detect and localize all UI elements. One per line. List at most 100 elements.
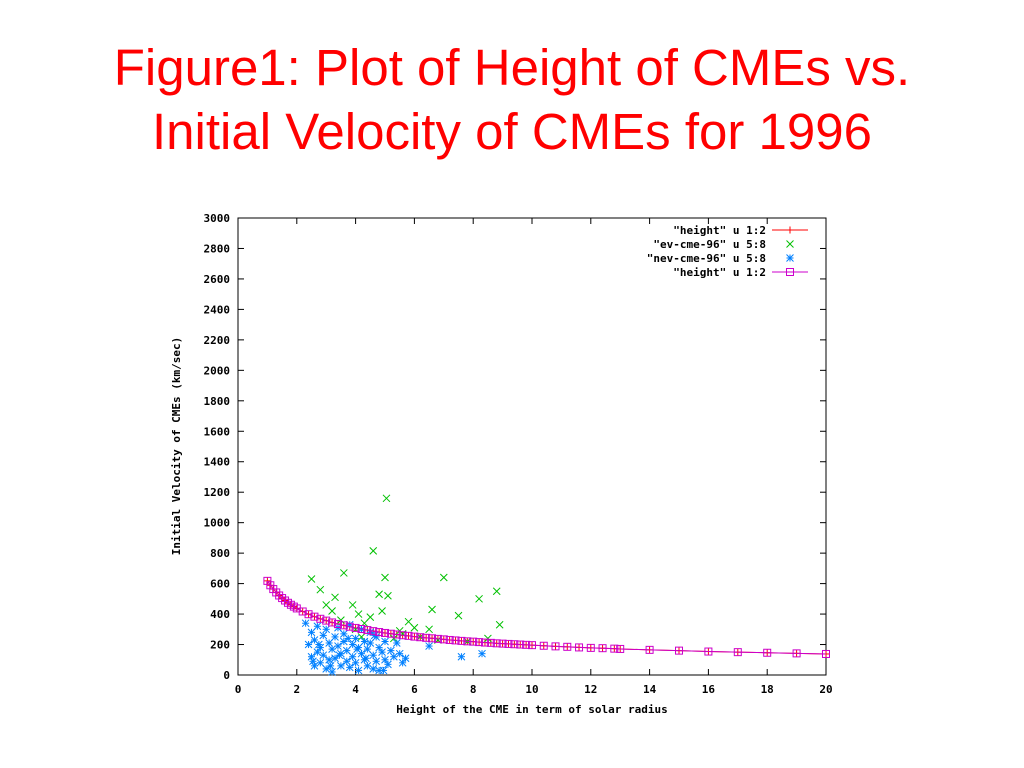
data-point [307,652,316,661]
data-point [375,628,384,637]
data-point [309,657,317,666]
series-1 [307,494,504,646]
data-point [322,601,331,609]
plot-frame [237,217,827,676]
data-point [384,591,392,600]
data-point [353,645,361,653]
x-tick-label: 14 [643,683,657,696]
chart-series [263,494,830,676]
y-tick-label: 1600 [204,425,231,438]
data-point [439,635,448,644]
data-point [339,630,348,638]
data-point [422,633,431,642]
data-point [369,665,378,673]
data-point [610,644,619,653]
data-point [310,612,319,621]
data-point [331,654,339,663]
data-point [289,602,298,611]
data-point [369,627,378,636]
data-point [389,652,398,661]
data-point [486,638,495,647]
data-point [345,622,354,631]
data-point [363,626,372,635]
series-3 [263,576,830,658]
data-point [313,622,322,631]
data-point [304,610,313,619]
data-point [510,640,519,649]
axis-ticks: 0 2 4 6 8 10 12 14 16 18 2002004006008001000120014… [204,212,833,696]
scatter-chart: 0 2 4 6 8 10 12 14 16 18 2002004006008001000120014… [170,212,833,716]
data-point [384,660,392,669]
y-tick-label: 2000 [204,364,231,377]
data-point [275,591,284,600]
legend-label: "height" u 1:2 [673,224,766,237]
data-point [316,585,325,594]
y-tick-label: 1000 [204,517,231,530]
data-point [351,658,360,667]
data-point [404,617,413,626]
data-point [382,494,391,503]
data-point [335,651,344,660]
data-point [495,620,504,629]
data-point [381,655,389,664]
data-point [433,634,442,643]
data-point [334,642,342,650]
data-point [363,645,372,653]
data-point [484,634,492,643]
data-point [357,649,366,658]
data-point [337,662,345,670]
data-point [457,652,466,661]
data-point [354,610,363,618]
data-point [307,575,316,583]
data-point [322,625,331,634]
data-point [307,628,316,637]
data-point [345,663,354,672]
data-point [498,639,507,648]
y-tick-label: 1800 [204,395,231,408]
data-point [528,641,536,650]
y-tick-label: 2200 [204,334,231,347]
y-tick-label: 2600 [204,273,231,286]
x-tick-label: 18 [761,683,774,696]
data-point [339,621,348,630]
data-point [457,636,466,645]
data-point [281,596,290,605]
data-point [454,611,463,620]
data-point [522,640,531,649]
y-tick-label: 800 [210,547,230,560]
data-point [381,573,389,582]
data-point [328,607,336,615]
data-point [348,652,357,661]
y-tick-label: 1400 [204,456,231,469]
data-point [598,644,607,653]
data-point [428,634,437,643]
data-point [326,662,335,670]
data-point [504,639,513,648]
data-point [362,654,370,663]
data-point [551,642,560,651]
y-tick-label: 3000 [204,212,231,225]
x-tick-label: 10 [525,683,538,696]
y-tick-label: 400 [210,608,230,621]
legend-marker [786,240,794,248]
data-point [410,623,419,632]
data-point [331,633,339,641]
data-point [492,639,501,648]
data-point [339,569,348,577]
data-point [381,628,389,637]
data-point [342,646,351,655]
data-point [478,649,486,658]
y-tick-label: 1200 [204,486,231,499]
data-point [263,576,272,585]
legend-label: "nev-cme-96" u 5:8 [647,252,766,265]
data-point [395,649,404,658]
y-tick-label: 2800 [204,242,231,255]
x-axis-label: Height of the CME in term of solar radiu… [396,703,668,716]
data-point [392,630,401,639]
data-point [704,647,713,656]
data-point [586,643,595,652]
data-point [298,607,307,616]
data-point [445,635,454,644]
x-tick-label: 4 [352,683,359,696]
data-point [328,645,336,653]
